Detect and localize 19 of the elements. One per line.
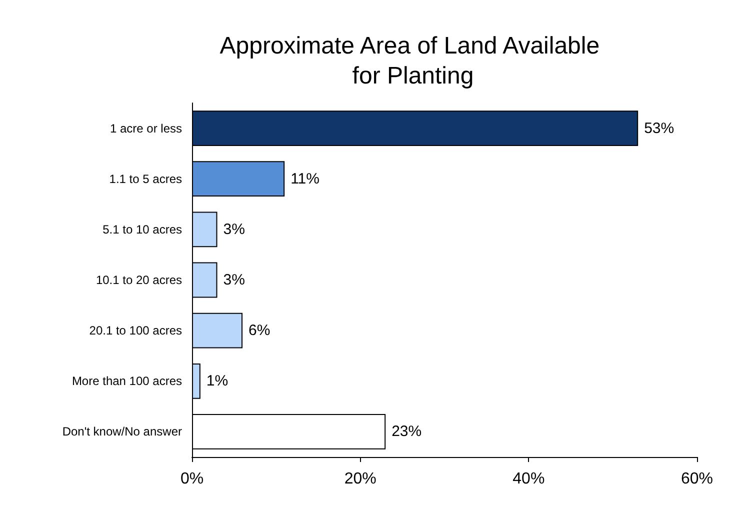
data-label: 11% — [290, 170, 320, 188]
data-label: 1% — [206, 372, 228, 390]
x-tick-label: 0% — [180, 470, 204, 488]
y-tick-label: 10.1 to 20 acres — [96, 273, 182, 287]
x-tick-label: 60% — [680, 470, 714, 488]
data-label: 3% — [223, 220, 245, 238]
y-tick-label: More than 100 acres — [72, 374, 182, 388]
y-tick-label: Don't know/No answer — [62, 424, 182, 439]
data-label: 53% — [644, 120, 674, 137]
y-tick-label: 20.1 to 100 acres — [89, 324, 182, 338]
x-tick-label: 20% — [344, 470, 376, 488]
y-tick-label: 1 acre or less — [110, 121, 182, 136]
y-tick-label: 5.1 to 10 acres — [102, 222, 182, 236]
data-label: 3% — [223, 272, 245, 288]
y-tick-label: 1.1 to 5 acres — [109, 172, 182, 186]
chart-title: Approximate Area of Land Available for Planting — [220, 32, 606, 90]
x-tick-label: 40% — [512, 470, 545, 488]
data-label: 6% — [248, 322, 270, 340]
data-label: 23% — [392, 423, 422, 440]
